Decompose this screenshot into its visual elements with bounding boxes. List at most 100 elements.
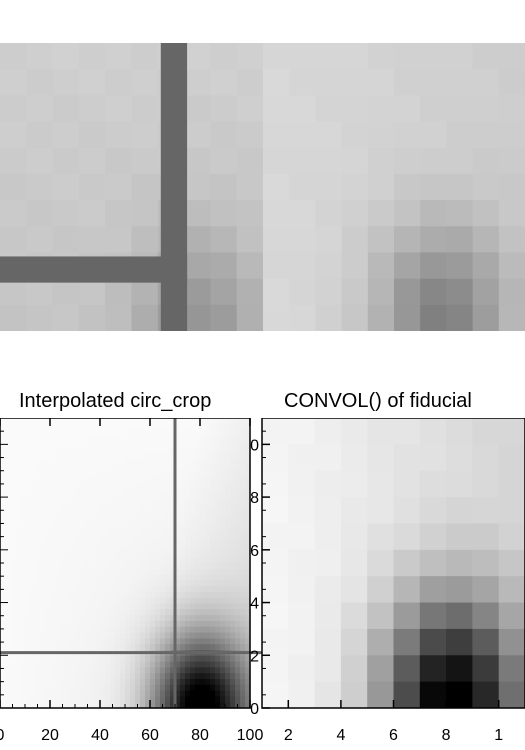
image-sample (150, 563, 156, 570)
image-sample (0, 551, 6, 558)
image-sample (205, 528, 211, 535)
image-sample (185, 435, 191, 442)
image-sample (145, 470, 151, 477)
image-sample (240, 667, 246, 674)
image-sample (85, 655, 91, 663)
image-sample (245, 499, 251, 506)
image-sample (210, 516, 216, 523)
image-sample (70, 667, 76, 674)
image-sample (15, 499, 21, 506)
image-sample (45, 563, 51, 570)
image-sample (80, 551, 86, 558)
image-sample (70, 655, 76, 663)
image-sample (60, 539, 66, 547)
bottom-right-title: CONVOL() of fiducial (284, 390, 472, 412)
image-sample (180, 418, 186, 425)
image-sample (215, 435, 221, 442)
image-sample (130, 580, 136, 587)
image-sample (75, 563, 81, 570)
image-sample (240, 528, 246, 535)
image-sample (235, 429, 241, 436)
image-sample (150, 632, 156, 639)
image-sample (35, 684, 41, 692)
image-sample (200, 597, 206, 605)
image-sample (90, 592, 96, 599)
image-sample (185, 464, 191, 471)
image-sample (150, 423, 156, 431)
image-sample (105, 452, 111, 460)
image-sample (195, 423, 201, 431)
image-sample (135, 493, 141, 500)
image-sample (30, 528, 36, 535)
image-sample (40, 609, 46, 616)
image-sample (45, 423, 51, 431)
image-sample (35, 592, 41, 599)
image-sample (70, 516, 76, 523)
pixel-cell (0, 226, 27, 253)
pixel-cell (289, 95, 316, 123)
image-sample (220, 423, 226, 431)
pixel-cell (472, 304, 500, 331)
image-sample (15, 696, 21, 703)
image-sample (20, 429, 26, 436)
image-sample (200, 580, 206, 587)
image-sample (125, 441, 131, 448)
image-sample (180, 551, 186, 558)
image-sample (160, 597, 166, 605)
image-sample (185, 574, 191, 581)
image-sample (155, 563, 161, 570)
image-sample (175, 487, 181, 494)
image-sample (145, 597, 151, 605)
image-sample (120, 557, 126, 564)
pixel-cell (472, 470, 500, 498)
image-sample (240, 597, 246, 605)
image-sample (65, 423, 71, 431)
pixel-cell (420, 121, 447, 149)
image-sample (145, 534, 151, 541)
image-sample (175, 655, 181, 663)
image-sample (195, 435, 201, 442)
image-sample (150, 441, 156, 448)
image-sample (115, 499, 121, 506)
image-sample (125, 667, 131, 674)
image-sample (15, 638, 21, 645)
image-sample (125, 563, 131, 570)
image-sample (185, 528, 191, 535)
image-sample (60, 476, 66, 483)
image-sample (190, 673, 196, 680)
image-sample (0, 418, 6, 425)
image-sample (10, 487, 16, 494)
image-sample (145, 423, 151, 431)
image-sample (65, 563, 71, 570)
image-sample (100, 696, 106, 703)
pixel-cell (393, 523, 421, 551)
image-sample (175, 499, 181, 506)
image-sample (15, 690, 21, 697)
image-sample (245, 505, 251, 512)
image-sample (15, 586, 21, 593)
image-sample (245, 702, 251, 709)
image-sample (25, 580, 31, 587)
pixel-cell (419, 681, 447, 709)
pixel-cell (105, 200, 132, 227)
image-sample (40, 580, 46, 587)
image-sample (70, 673, 76, 680)
image-sample (220, 684, 226, 692)
image-sample (200, 644, 206, 651)
image-sample (125, 661, 131, 668)
image-sample (90, 429, 96, 436)
image-sample (135, 597, 141, 605)
pixel-cell (78, 200, 106, 227)
pixel-cell (210, 278, 238, 306)
image-sample (190, 476, 196, 483)
image-sample (105, 563, 111, 570)
image-sample (10, 638, 16, 645)
image-sample (120, 626, 126, 634)
image-sample (115, 603, 121, 610)
image-sample (15, 684, 21, 692)
pixel-cell (236, 278, 263, 306)
image-sample (210, 592, 216, 599)
image-sample (115, 638, 121, 645)
image-sample (100, 522, 106, 529)
image-sample (220, 458, 226, 465)
